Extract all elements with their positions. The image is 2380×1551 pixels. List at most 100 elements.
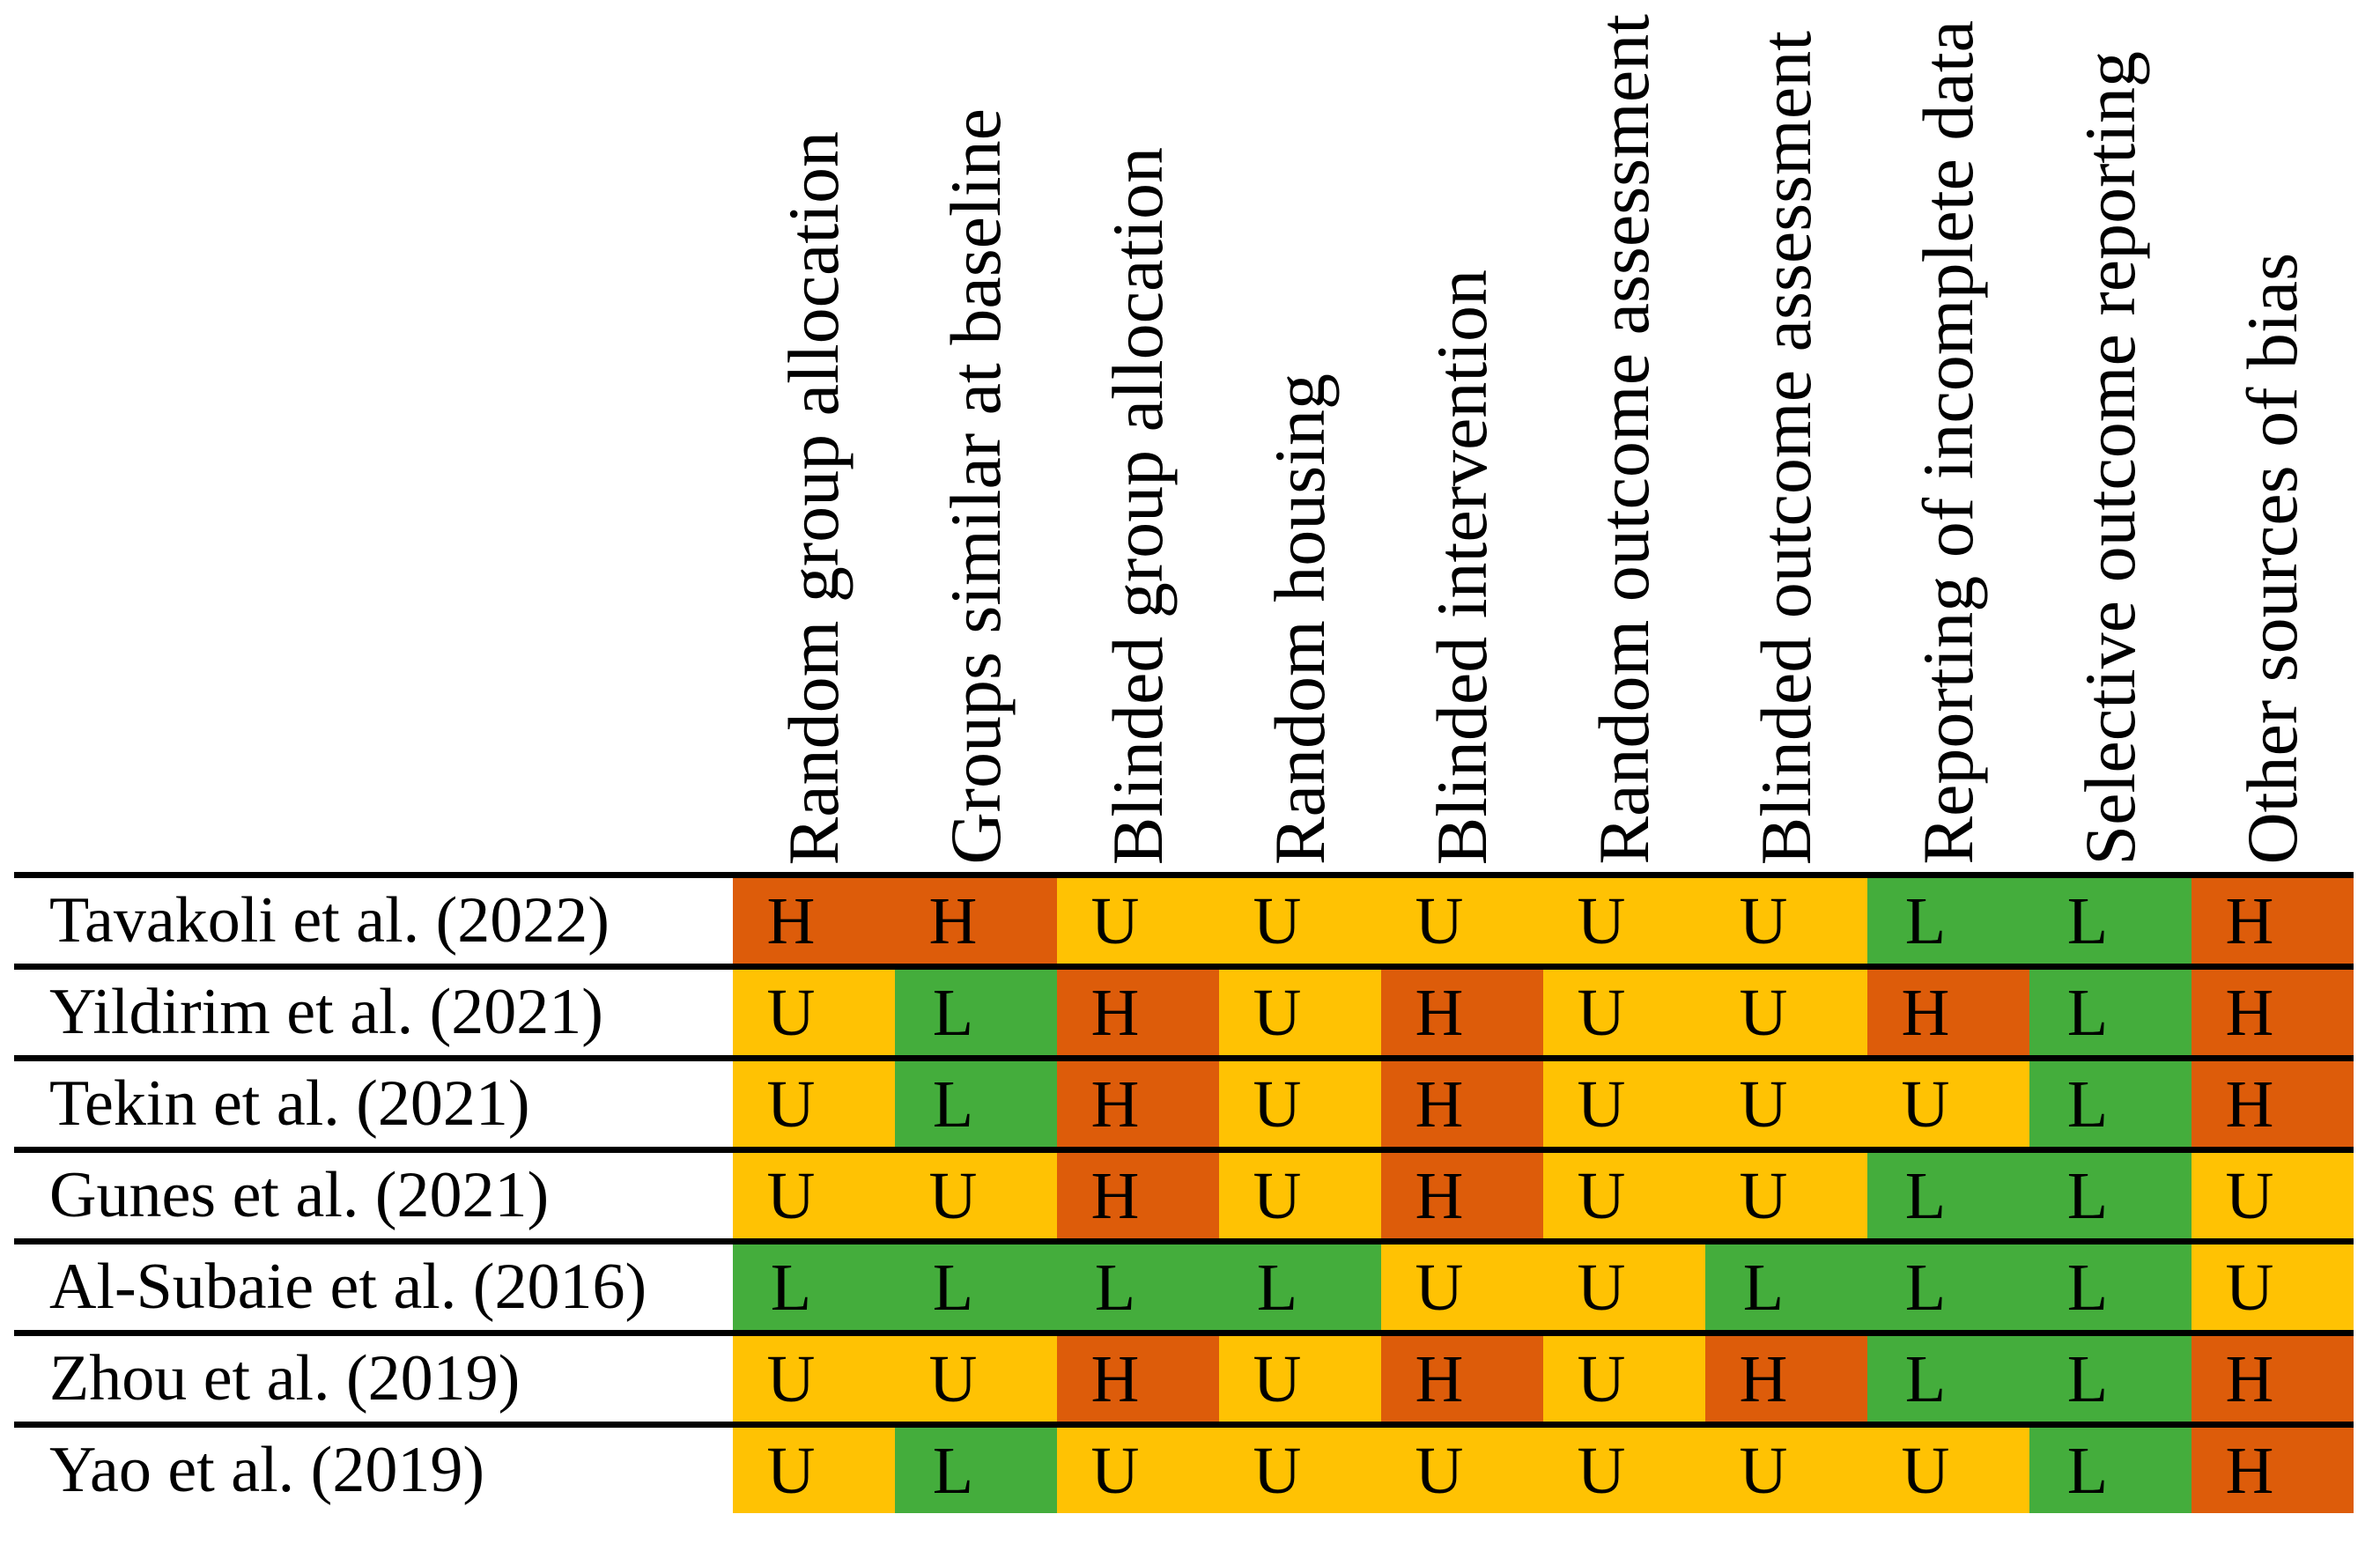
risk-cell: U [1219, 970, 1381, 1055]
risk-cell: H [1867, 970, 2029, 1055]
risk-cell: U [733, 1153, 895, 1238]
column-header-3: Blinded group allocation [1057, 0, 1219, 872]
risk-cell: H [2192, 970, 2354, 1055]
risk-cell: L [2029, 1244, 2192, 1330]
risk-cell: L [2029, 878, 2192, 964]
risk-cell: U [1057, 1428, 1219, 1513]
table-row: Al-Subaie et al. (2016) L L L L U U L L L U [14, 1238, 2354, 1330]
column-header-1: Random group allocation [733, 0, 895, 872]
risk-cell: L [1219, 1244, 1381, 1330]
risk-cell: H [733, 878, 895, 964]
risk-of-bias-grid: Random group allocation Groups similar at… [14, 0, 2354, 1513]
risk-cell: U [733, 1336, 895, 1422]
risk-cell: L [1867, 1336, 2029, 1422]
risk-cell: U [1381, 1244, 1543, 1330]
risk-cell: U [1543, 1244, 1705, 1330]
table-row: Yao et al. (2019) U L U U U U U U L H [14, 1422, 2354, 1513]
risk-cell: U [1543, 1153, 1705, 1238]
risk-cell: U [1867, 1428, 2029, 1513]
risk-cell: U [1381, 1428, 1543, 1513]
column-header-8: Reporting of incomplete data [1867, 0, 2029, 872]
risk-cell: U [1705, 1428, 1867, 1513]
column-header-label: Random housing [1260, 373, 1340, 865]
header-row: Random group allocation Groups similar at… [14, 0, 2354, 872]
risk-cell: U [1219, 1153, 1381, 1238]
risk-cell: L [1867, 1153, 2029, 1238]
risk-cell: U [1543, 1428, 1705, 1513]
table-row: Gunes et al. (2021) U U H U H U U L L U [14, 1147, 2354, 1238]
risk-cell: H [1381, 1061, 1543, 1147]
risk-cell: U [1705, 878, 1867, 964]
risk-cell: U [1705, 1153, 1867, 1238]
risk-cell: U [895, 1153, 1057, 1238]
column-header-label: Other sources of bias [2232, 253, 2312, 865]
risk-cell: U [1705, 970, 1867, 1055]
risk-cell: H [1381, 970, 1543, 1055]
column-header-label: Selective outcome reporting [2070, 50, 2150, 865]
study-label: Tekin et al. (2021) [14, 1061, 733, 1147]
column-header-label: Blinded intervention [1422, 269, 1502, 865]
risk-cell: L [895, 1244, 1057, 1330]
column-header-10: Other sources of bias [2192, 0, 2354, 872]
risk-cell: U [1543, 1061, 1705, 1147]
risk-cell: H [1057, 1153, 1219, 1238]
column-header-9: Selective outcome reporting [2029, 0, 2192, 872]
risk-cell: L [895, 970, 1057, 1055]
column-header-label: Random outcome assessment [1584, 14, 1664, 865]
risk-cell: L [2029, 970, 2192, 1055]
table-row: Tekin et al. (2021) U L H U H U U U L H [14, 1055, 2354, 1147]
risk-cell: U [1543, 878, 1705, 964]
study-label: Yao et al. (2019) [14, 1428, 733, 1513]
risk-cell: U [1705, 1061, 1867, 1147]
column-header-label: Random group allocation [773, 130, 854, 866]
risk-cell: L [1867, 1244, 2029, 1330]
column-header-6: Random outcome assessment [1543, 0, 1705, 872]
study-label: Zhou et al. (2019) [14, 1336, 733, 1422]
risk-cell: H [1381, 1336, 1543, 1422]
risk-cell: U [1057, 878, 1219, 964]
risk-cell: L [1705, 1244, 1867, 1330]
corner-spacer [14, 0, 733, 872]
risk-cell: L [2029, 1153, 2192, 1238]
risk-cell: U [733, 1061, 895, 1147]
risk-cell: H [2192, 1061, 2354, 1147]
risk-cell: U [895, 1336, 1057, 1422]
risk-cell: U [1219, 878, 1381, 964]
risk-cell: L [2029, 1428, 2192, 1513]
risk-cell: U [2192, 1153, 2354, 1238]
risk-cell: L [733, 1244, 895, 1330]
column-header-label: Groups similar at baseline [935, 108, 1016, 865]
column-header-label: Reporting of incomplete data [1908, 20, 1988, 865]
risk-cell: H [1057, 1336, 1219, 1422]
column-header-4: Random housing [1219, 0, 1381, 872]
column-header-5: Blinded intervention [1381, 0, 1543, 872]
table-row: Yildirim et al. (2021) U L H U H U U H L H [14, 964, 2354, 1055]
risk-cell: U [1381, 878, 1543, 964]
risk-of-bias-figure: Random group allocation Groups similar at… [14, 0, 2354, 1513]
risk-cell: U [733, 970, 895, 1055]
risk-cell: L [895, 1061, 1057, 1147]
risk-cell: U [1219, 1428, 1381, 1513]
table-row: Tavakoli et al. (2022) H H U U U U U L L H [14, 872, 2354, 964]
risk-cell: H [1381, 1153, 1543, 1238]
risk-cell: L [895, 1428, 1057, 1513]
study-label: Al-Subaie et al. (2016) [14, 1244, 733, 1330]
risk-cell: H [1057, 1061, 1219, 1147]
risk-cell: U [1867, 1061, 2029, 1147]
column-header-label: Blinded group allocation [1098, 146, 1178, 865]
risk-cell: H [2192, 878, 2354, 964]
column-header-7: Blinded outcome assessment [1705, 0, 1867, 872]
risk-cell: U [733, 1428, 895, 1513]
risk-cell: U [1543, 1336, 1705, 1422]
risk-cell: U [2192, 1244, 2354, 1330]
risk-cell: H [895, 878, 1057, 964]
column-header-label: Blinded outcome assessment [1746, 30, 1826, 865]
risk-cell: H [1057, 970, 1219, 1055]
study-label: Gunes et al. (2021) [14, 1153, 733, 1238]
risk-cell: L [2029, 1336, 2192, 1422]
risk-cell: H [2192, 1336, 2354, 1422]
risk-cell: L [1867, 878, 2029, 964]
study-label: Yildirim et al. (2021) [14, 970, 733, 1055]
risk-cell: H [1705, 1336, 1867, 1422]
table-row: Zhou et al. (2019) U U H U H U H L L H [14, 1330, 2354, 1422]
